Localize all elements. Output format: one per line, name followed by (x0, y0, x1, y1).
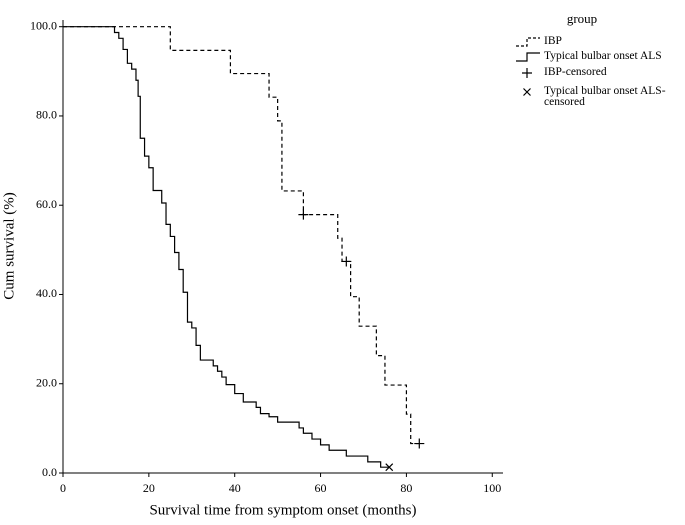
survival-curve (63, 26, 390, 468)
y-tick-label: 20.0 (36, 375, 57, 389)
legend-symbol (522, 68, 532, 78)
y-tick-label: 100.0 (30, 18, 57, 32)
y-tick-label: 40.0 (36, 286, 57, 300)
y-tick-label: 0.0 (42, 465, 57, 479)
y-tick-label: 60.0 (36, 197, 57, 211)
legend-title: group (567, 11, 597, 26)
legend-label: Typical bulbar onset ALS-censored (544, 85, 666, 108)
censor-mark (385, 463, 394, 472)
legend-symbol (523, 88, 531, 96)
legend-label: IBP (544, 35, 562, 47)
x-tick-label: 80 (400, 481, 412, 495)
legend-symbol (516, 37, 540, 47)
survival-curve (63, 26, 420, 445)
legend-label: IBP-censored (544, 66, 607, 78)
x-tick-label: 40 (229, 481, 241, 495)
x-tick-label: 60 (315, 481, 327, 495)
censor-mark (298, 209, 309, 220)
x-tick-label: 100 (483, 481, 501, 495)
legend-symbol (516, 52, 540, 62)
x-axis-label: Survival time from symptom onset (months… (149, 502, 416, 518)
y-axis-label: Cum survival (%) (1, 192, 17, 299)
y-tick-label: 80.0 (36, 108, 57, 122)
x-tick-label: 20 (143, 481, 155, 495)
legend-label: Typical bulbar onset ALS (544, 50, 662, 62)
censor-mark (341, 256, 352, 267)
x-tick-label: 0 (60, 481, 66, 495)
censor-mark (414, 438, 425, 449)
